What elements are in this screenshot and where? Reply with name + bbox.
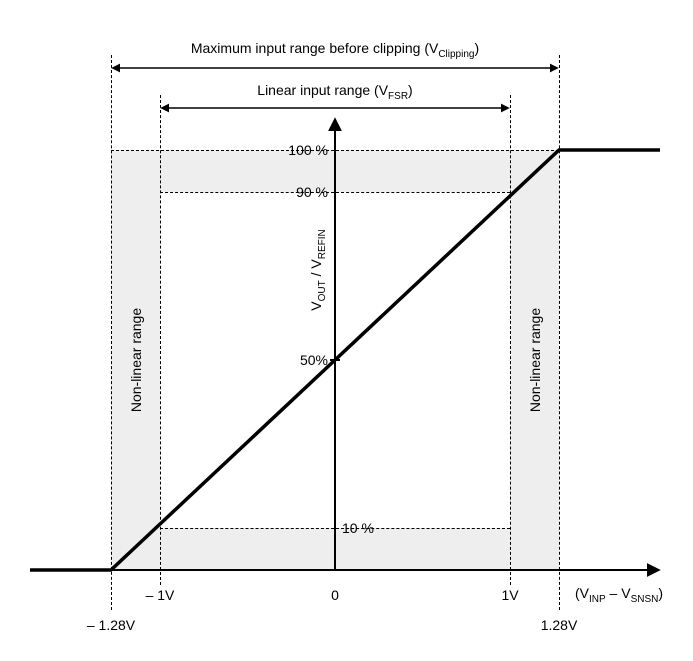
title-clipping: Maximum input range before clipping (VCl…: [191, 40, 479, 60]
ylabel-100: 100 %: [288, 142, 328, 158]
y-axis-label: VOUT / VREFIN: [308, 229, 328, 310]
ylabel-90: 90 %: [296, 184, 328, 200]
xlabel-neg-lin: – 1V: [146, 587, 175, 603]
ylabel-50: 50%: [300, 352, 328, 368]
nonlinear-right-label: Non-linear range: [527, 308, 543, 412]
xlabel-zero: 0: [331, 587, 339, 603]
diagram-canvas: Maximum input range before clipping (VCl…: [0, 0, 693, 661]
transfer-curve: [30, 150, 660, 570]
xlabel-pos-lin: 1V: [501, 587, 518, 603]
ylabel-10: 10 %: [342, 520, 374, 536]
title-linear: Linear input range (VFSR): [257, 82, 412, 102]
x-axis-label: (VINP – VSNSN): [575, 585, 663, 605]
xlabel-neg-clip: – 1.28V: [87, 617, 135, 633]
xlabel-pos-clip: 1.28V: [541, 617, 578, 633]
nonlinear-left-label: Non-linear range: [128, 308, 144, 412]
